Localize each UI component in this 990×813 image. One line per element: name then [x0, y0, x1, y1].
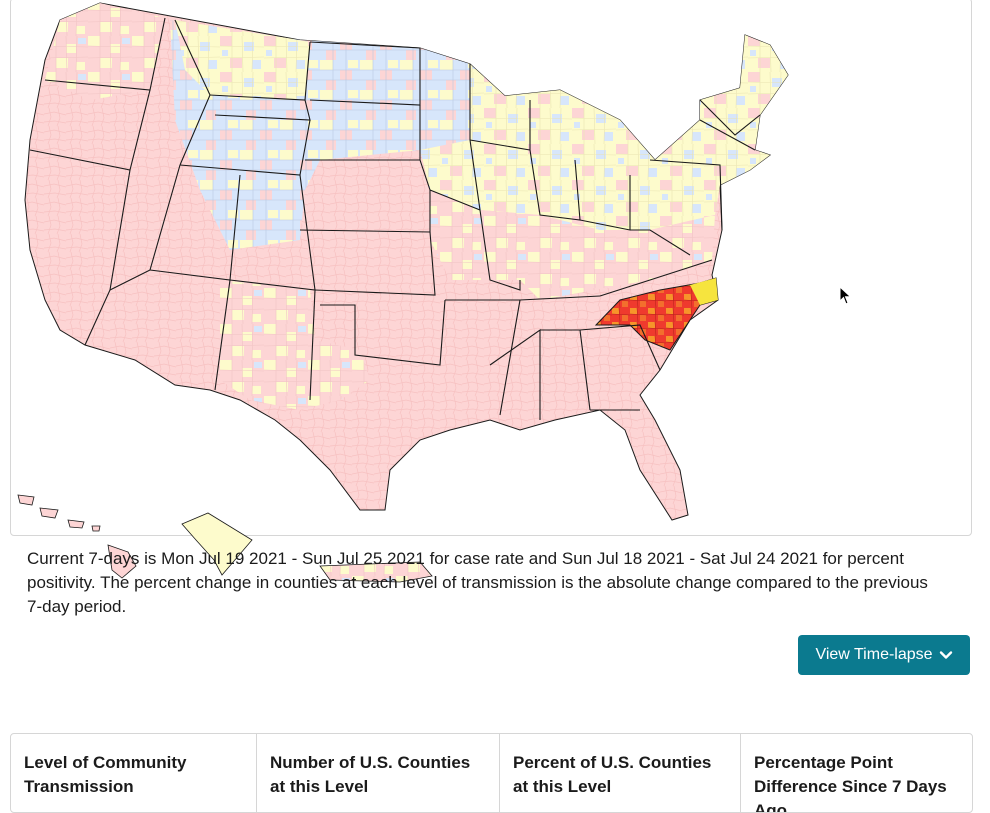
pacific-northwest-region [45, 3, 165, 100]
great-lakes-region [420, 35, 788, 230]
montana-region [175, 20, 310, 100]
midwest-mixed-region [430, 190, 715, 300]
mouse-pointer-icon [839, 286, 852, 305]
us-county-map[interactable] [0, 0, 990, 600]
hawaii [17, 494, 137, 579]
puerto-rico [319, 561, 433, 583]
date-range-caption: Current 7-days is Mon Jul 19 2021 - Sun … [27, 549, 928, 616]
southwest-mixed-region [220, 280, 370, 410]
state-borders [29, 17, 761, 420]
alaska-fragment [181, 512, 253, 576]
header-number-counties: Number of U.S. Counties at this Level [256, 734, 500, 812]
nc-yellow-counties [690, 278, 718, 305]
header-level: Level of Community Transmission [11, 734, 257, 812]
view-timelapse-button[interactable]: View Time-lapse [798, 635, 970, 675]
transmission-table: Level of Community Transmission Number o… [10, 733, 973, 813]
chevron-down-icon [939, 651, 952, 659]
header-point-difference: Percentage Point Difference Since 7 Days… [754, 753, 947, 813]
header-percent-counties: Percent of U.S. Counties at this Level [499, 734, 741, 812]
table-header-row: Level of Community Transmission Number o… [11, 734, 972, 813]
view-timelapse-label: View Time-lapse [815, 646, 933, 663]
